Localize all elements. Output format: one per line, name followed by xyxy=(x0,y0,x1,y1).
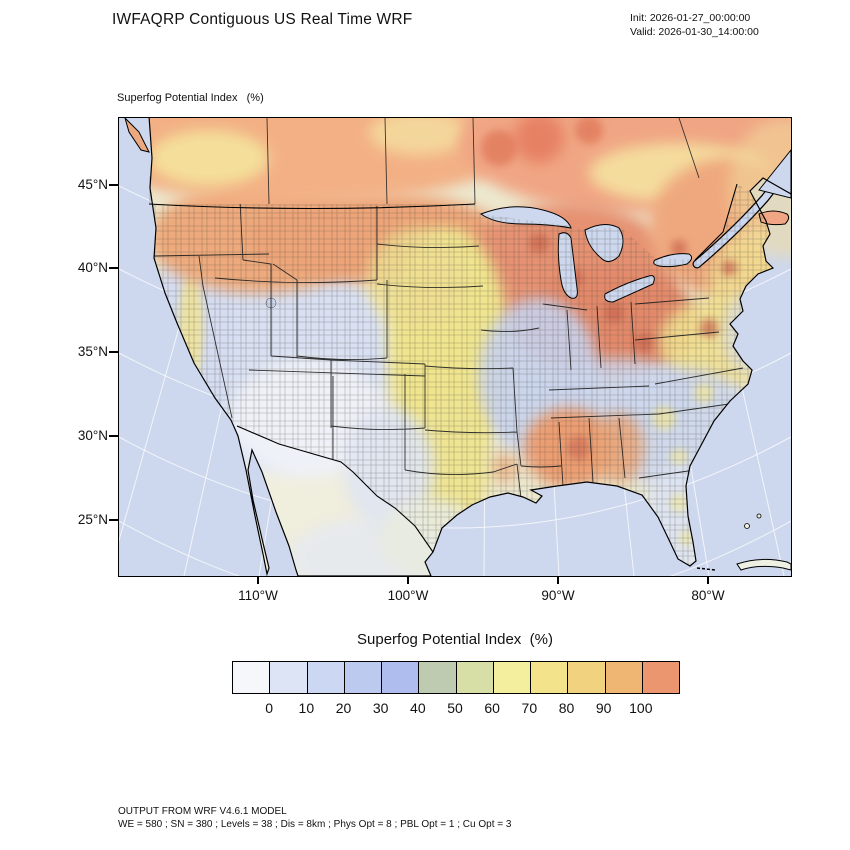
colorbar-tick-label: 60 xyxy=(484,700,500,716)
gulf-of-st-lawrence xyxy=(758,149,791,199)
colorbar-cell xyxy=(344,662,382,693)
lat-label-40n: 40°N xyxy=(77,260,108,275)
lat-label-25n: 25°N xyxy=(77,512,108,527)
colorbar-tick-labels: 0 10 20 30 40 50 60 70 80 90 100 xyxy=(232,700,678,718)
colorbar-tick-label: 40 xyxy=(410,700,426,716)
province-boundaries xyxy=(266,118,700,205)
lon-label-110w: 110°W xyxy=(238,588,278,603)
map-canvas xyxy=(118,117,792,577)
colorbar-cell xyxy=(605,662,643,693)
florida-keys xyxy=(696,567,716,571)
cuba xyxy=(736,558,791,571)
lon-tick-mark xyxy=(557,576,559,584)
lon-label-100w: 100°W xyxy=(387,588,429,603)
init-valid-block: Init: 2026-01-27_00:00:00 Valid: 2026-01… xyxy=(630,12,759,39)
colorbar-title: Superfog Potential Index (%) xyxy=(357,631,553,648)
colorbar-cell xyxy=(382,662,420,693)
conus-map-svg xyxy=(119,118,791,576)
plot-title: IWFAQRP Contiguous US Real Time WRF xyxy=(112,11,413,28)
colorbar-tick-label: 0 xyxy=(265,700,274,716)
bahamas-island xyxy=(744,523,750,529)
colorbar-cell xyxy=(456,662,494,693)
footer-config-line: WE = 580 ; SN = 380 ; Levels = 38 ; Dis … xyxy=(118,819,512,830)
us-canada-border xyxy=(148,183,738,261)
colorbar-tick-label: 100 xyxy=(629,700,653,716)
colorbar-cell xyxy=(642,662,679,693)
colorbar xyxy=(232,661,680,694)
bahamas-island xyxy=(756,513,762,519)
us-mexico-border xyxy=(236,425,434,553)
colorbar-tick-label: 90 xyxy=(595,700,612,716)
lat-tick-mark xyxy=(109,351,118,353)
colorbar-tick-label: 80 xyxy=(558,700,575,716)
lat-tick-mark xyxy=(109,435,118,437)
init-time-label: Init: 2026-01-27_00:00:00 xyxy=(630,12,751,24)
lat-label-30n: 30°N xyxy=(77,428,108,443)
colorbar-cell xyxy=(493,662,531,693)
colorbar-cell xyxy=(233,662,271,693)
lat-label-45n: 45°N xyxy=(77,177,108,192)
colorbar-tick-label: 70 xyxy=(521,700,538,716)
lon-label-80w: 80°W xyxy=(691,588,725,603)
valid-time-label: Valid: 2026-01-30_14:00:00 xyxy=(630,25,759,38)
lon-tick-mark xyxy=(257,576,259,584)
lon-tick-mark xyxy=(407,576,409,584)
colorbar-cell xyxy=(270,662,308,693)
field-label: Superfog Potential Index (%) xyxy=(117,92,264,104)
colorbar-tick-label: 30 xyxy=(372,700,389,716)
colorbar-cell xyxy=(531,662,569,693)
colorbar-tick-label: 50 xyxy=(447,700,463,716)
colorbar-cell xyxy=(307,662,345,693)
state-boundaries xyxy=(153,181,744,499)
lat-tick-mark xyxy=(109,519,118,521)
coastline xyxy=(148,118,791,576)
lon-label-90w: 90°W xyxy=(541,588,575,603)
lat-label-35n: 35°N xyxy=(77,344,108,359)
colorbar-cell xyxy=(568,662,606,693)
lat-tick-mark xyxy=(109,267,118,269)
colorbar-tick-label: 10 xyxy=(298,700,315,716)
vancouver-island xyxy=(124,118,150,153)
colorbar-tick-label: 20 xyxy=(335,700,352,716)
colorbar-cell xyxy=(419,662,457,693)
footer-model-line: OUTPUT FROM WRF V4.6.1 MODEL xyxy=(118,806,287,817)
lon-tick-mark xyxy=(707,576,709,584)
lat-tick-mark xyxy=(109,184,118,186)
